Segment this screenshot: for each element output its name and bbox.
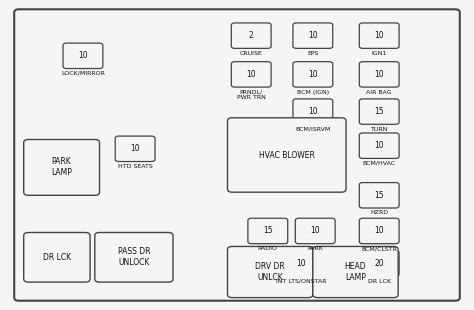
FancyBboxPatch shape xyxy=(359,99,399,124)
Text: HVAC BLOWER: HVAC BLOWER xyxy=(259,150,315,160)
Text: INT LTS/ONSTAR: INT LTS/ONSTAR xyxy=(276,279,326,284)
FancyBboxPatch shape xyxy=(228,118,346,192)
Text: BCM/ISRVM: BCM/ISRVM xyxy=(295,127,330,132)
FancyBboxPatch shape xyxy=(293,99,333,124)
Text: 10: 10 xyxy=(374,31,384,40)
FancyBboxPatch shape xyxy=(293,23,333,48)
Text: PASS DR
UNLOCK: PASS DR UNLOCK xyxy=(118,247,150,267)
Text: 10: 10 xyxy=(374,141,384,150)
Text: CRUISE: CRUISE xyxy=(240,51,263,56)
Text: 10: 10 xyxy=(78,51,88,60)
Text: EPS: EPS xyxy=(307,51,319,56)
FancyBboxPatch shape xyxy=(231,62,271,87)
FancyBboxPatch shape xyxy=(359,183,399,208)
FancyBboxPatch shape xyxy=(63,43,103,69)
Text: HEAD
LAMP: HEAD LAMP xyxy=(345,262,366,282)
FancyBboxPatch shape xyxy=(359,133,399,158)
FancyBboxPatch shape xyxy=(313,246,398,298)
Text: DR LCK: DR LCK xyxy=(368,279,391,284)
Text: AIR BAG: AIR BAG xyxy=(366,90,392,95)
FancyBboxPatch shape xyxy=(295,218,335,244)
Text: 20: 20 xyxy=(374,259,384,268)
Text: PRNDL/
PWR TRN: PRNDL/ PWR TRN xyxy=(237,90,265,100)
FancyBboxPatch shape xyxy=(359,23,399,48)
Text: 15: 15 xyxy=(374,107,384,116)
Text: 10: 10 xyxy=(308,70,318,79)
Text: 10: 10 xyxy=(130,144,140,153)
Text: BCM/CLSTR: BCM/CLSTR xyxy=(361,246,397,251)
Text: DR LCK: DR LCK xyxy=(43,253,71,262)
Text: 10: 10 xyxy=(374,70,384,79)
Text: 15: 15 xyxy=(263,226,273,236)
Text: 2: 2 xyxy=(249,31,254,40)
FancyBboxPatch shape xyxy=(359,251,399,276)
Text: HTD SEATS: HTD SEATS xyxy=(118,164,153,169)
Text: PARK
LAMP: PARK LAMP xyxy=(51,157,72,177)
Text: 10: 10 xyxy=(246,70,256,79)
Text: TURN: TURN xyxy=(371,127,388,132)
Text: 10: 10 xyxy=(310,226,320,236)
Text: IGN1: IGN1 xyxy=(372,51,387,56)
Text: LOCK/MIRROR: LOCK/MIRROR xyxy=(61,71,105,76)
FancyBboxPatch shape xyxy=(359,218,399,244)
FancyBboxPatch shape xyxy=(24,140,100,195)
FancyBboxPatch shape xyxy=(14,9,460,301)
Text: RADIO: RADIO xyxy=(258,246,278,251)
Text: PARK: PARK xyxy=(307,246,323,251)
Text: DRV DR
UNLCK: DRV DR UNLCK xyxy=(255,262,285,282)
FancyBboxPatch shape xyxy=(95,232,173,282)
FancyBboxPatch shape xyxy=(24,232,90,282)
Text: BCM (IGN): BCM (IGN) xyxy=(297,90,329,95)
FancyBboxPatch shape xyxy=(281,251,321,276)
Text: 10: 10 xyxy=(374,226,384,236)
Text: BCM/HVAC: BCM/HVAC xyxy=(363,161,396,166)
Text: HZRD: HZRD xyxy=(370,210,388,215)
FancyBboxPatch shape xyxy=(231,23,271,48)
FancyBboxPatch shape xyxy=(115,136,155,162)
FancyBboxPatch shape xyxy=(359,62,399,87)
Text: 10: 10 xyxy=(296,259,306,268)
Text: 10: 10 xyxy=(308,107,318,116)
FancyBboxPatch shape xyxy=(228,246,313,298)
FancyBboxPatch shape xyxy=(248,218,288,244)
Text: 10: 10 xyxy=(308,31,318,40)
Text: 15: 15 xyxy=(374,191,384,200)
FancyBboxPatch shape xyxy=(293,62,333,87)
